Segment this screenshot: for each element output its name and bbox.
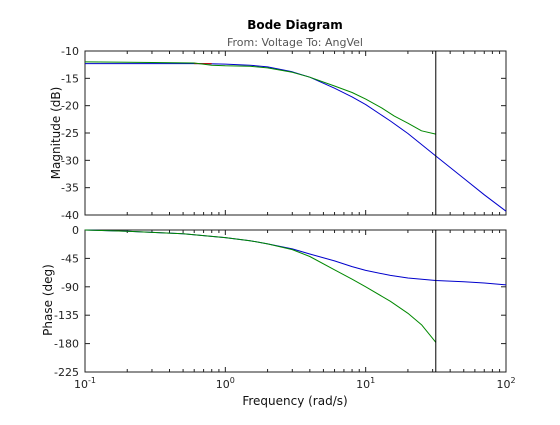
x-tick-label: 10-1 bbox=[74, 376, 96, 391]
phase-y-tick-label: -225 bbox=[54, 366, 79, 379]
magnitude-y-tick-label: -35 bbox=[61, 182, 79, 195]
x-axis-label: Frequency (rad/s) bbox=[242, 394, 347, 408]
x-tick-label: 100 bbox=[216, 376, 235, 391]
phase-series-line-1 bbox=[84, 229, 437, 343]
magnitude-y-tick-label: -10 bbox=[61, 45, 79, 58]
magnitude-axis-label: Magnitude (dB) bbox=[49, 87, 63, 180]
phase-axis-label: Phase (deg) bbox=[41, 264, 55, 336]
magnitude-plot-frame bbox=[84, 50, 507, 216]
chart-subtitle: From: Voltage To: AngVel bbox=[227, 36, 363, 49]
phase-y-tick-label: -180 bbox=[54, 338, 79, 351]
phase-y-tick-label: -90 bbox=[61, 281, 79, 294]
phase-y-tick-label: -45 bbox=[61, 252, 79, 265]
magnitude-series-line-0 bbox=[85, 63, 507, 212]
phase-y-tick-label: -135 bbox=[54, 309, 79, 322]
chart-title: Bode Diagram bbox=[247, 18, 343, 32]
x-tick-label: 101 bbox=[356, 376, 375, 391]
magnitude-y-tick-label: -20 bbox=[61, 100, 79, 113]
magnitude-y-tick-label: -25 bbox=[61, 127, 79, 140]
magnitude-y-tick-label: -40 bbox=[61, 209, 79, 222]
x-tick-label: 102 bbox=[496, 376, 515, 391]
magnitude-y-tick-label: -15 bbox=[61, 72, 79, 85]
magnitude-y-tick-label: -30 bbox=[61, 154, 79, 167]
magnitude-series-line-2 bbox=[84, 61, 436, 135]
phase-y-tick-label: 0 bbox=[72, 224, 79, 237]
